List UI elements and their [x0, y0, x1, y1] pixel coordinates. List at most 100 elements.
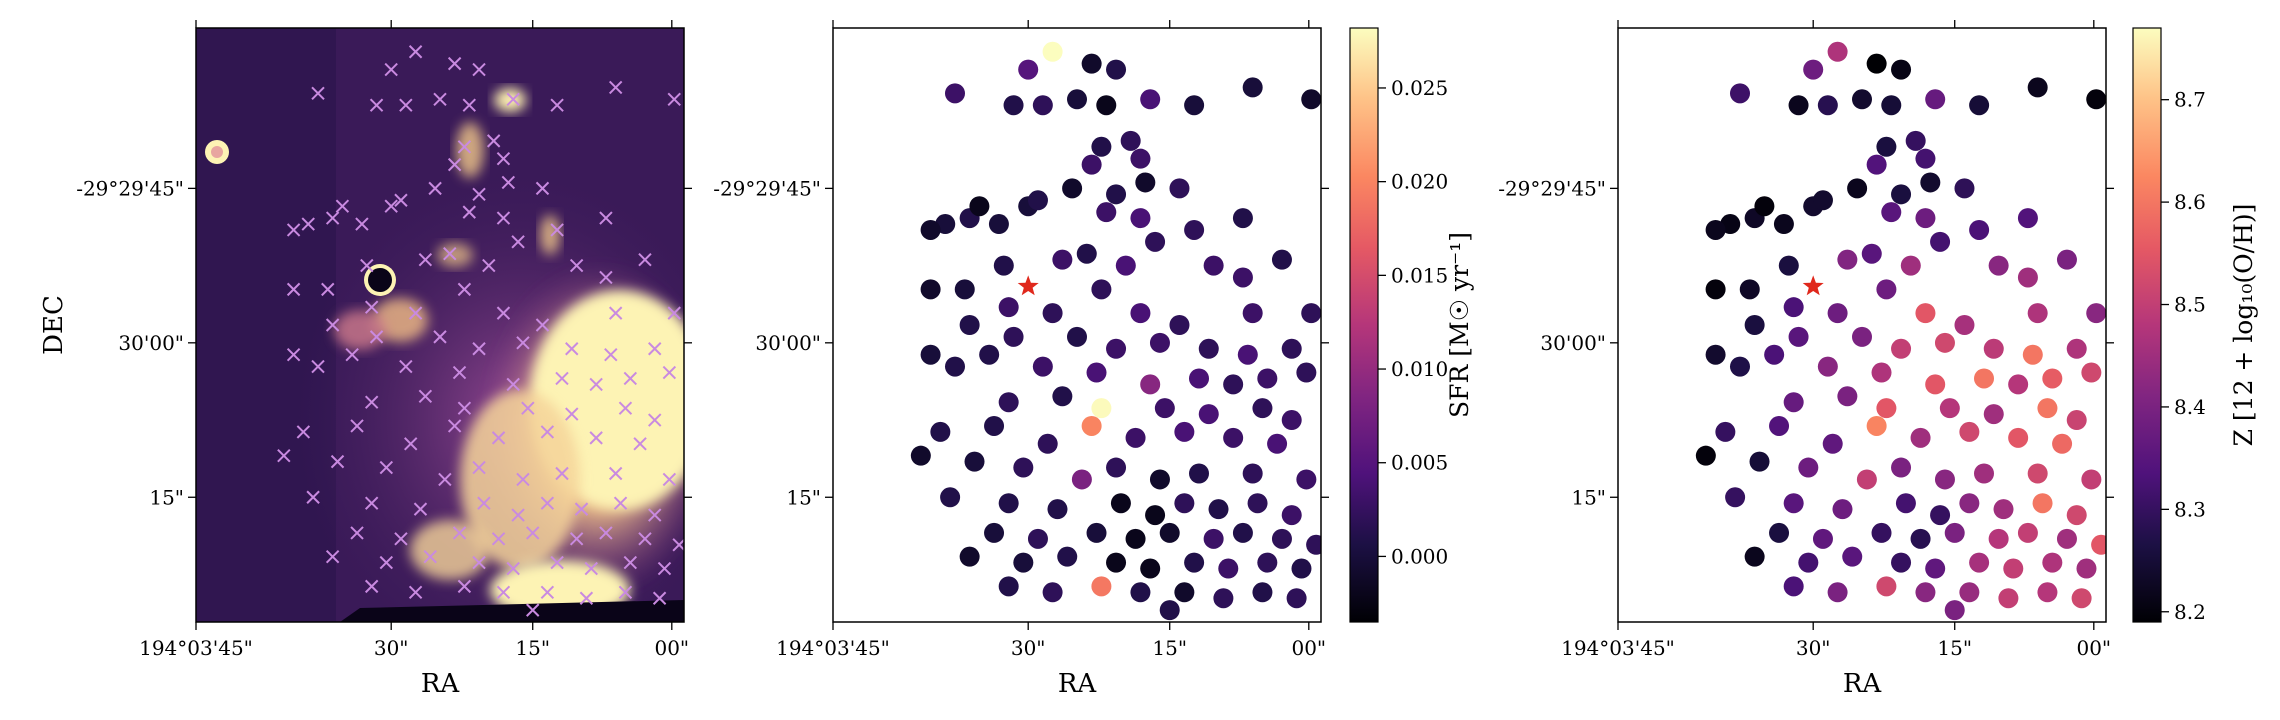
- region-cross: [535, 181, 550, 196]
- region-cross: [321, 282, 335, 297]
- sfr-region: [1189, 463, 1209, 484]
- region-cross: [555, 466, 569, 481]
- metallicity-region: [1974, 368, 1994, 389]
- metallicity-region: [2066, 410, 2087, 431]
- region-cross: [506, 92, 520, 106]
- sfr-region: [1296, 469, 1317, 490]
- sfr-region: [1052, 386, 1073, 407]
- metallicity-region: [2066, 338, 2087, 359]
- metallicity-region: [1705, 219, 1726, 240]
- metallicity-region: [1827, 303, 1848, 324]
- region-cross: [408, 45, 423, 59]
- metallicity-region: [2042, 368, 2063, 389]
- region-cross: [311, 359, 325, 374]
- metallicity-map: [1618, 28, 2106, 622]
- region-cross: [535, 318, 550, 332]
- metallicity-region: [1783, 297, 1804, 318]
- sfr-region: [1154, 398, 1175, 419]
- region-cross: [335, 199, 350, 213]
- sfr-region: [920, 279, 941, 300]
- metallicity-region: [2037, 582, 2058, 603]
- region-cross: [350, 419, 364, 433]
- metallicity-region: [1739, 279, 1760, 300]
- sfr-region: [1198, 404, 1219, 425]
- sfr-region: [1106, 552, 1127, 573]
- region-cross: [667, 92, 681, 106]
- sfr-region: [1184, 219, 1205, 240]
- sfr-region: [1271, 249, 1292, 270]
- sfr-region: [1062, 178, 1083, 199]
- sfr-region: [1169, 315, 1190, 335]
- metallicity-region: [1983, 404, 2004, 425]
- region-cross: [511, 235, 525, 249]
- sfr-region: [1232, 267, 1253, 288]
- metallicity-region: [1959, 493, 1980, 514]
- region-cross: [604, 347, 618, 362]
- sfr-region: [1223, 374, 1244, 395]
- sfr-region: [1135, 172, 1156, 193]
- sfr-region: [964, 451, 985, 472]
- region-cross: [394, 193, 408, 207]
- metallicity-region: [1866, 154, 1887, 175]
- sfr-region: [1281, 410, 1302, 431]
- metallicity-region: [1944, 522, 1965, 543]
- metallicity-region: [1871, 522, 1892, 543]
- region-cross: [550, 223, 564, 237]
- sfr-ticks: 194°03'45" 30" 15" 00" -29°29'45" 30'00" 15": [713, 20, 1329, 660]
- metallicity-region: [1920, 172, 1941, 193]
- sfr-region: [1189, 368, 1209, 389]
- metallicity-region: [2008, 427, 2029, 448]
- region-cross: [408, 585, 423, 600]
- metallicity-region: [1817, 356, 1838, 377]
- metallicity-region: [1827, 41, 1848, 62]
- sfr-region: [1081, 53, 1102, 74]
- metallicity-region: [1852, 326, 1872, 347]
- metallicity-region: [1969, 95, 1990, 116]
- image-frame: [195, 27, 685, 623]
- region-cross: [364, 496, 379, 510]
- panel-image: 194°03'45" 30" 15" 00" -29°29'45" 30'00" 15": [76, 20, 692, 660]
- sfr-region: [1032, 356, 1053, 377]
- sfr-region: [988, 214, 1009, 235]
- metallicity-region: [1959, 421, 1980, 442]
- colorbar-tick-label: 8.2: [2174, 600, 2206, 624]
- sfr-region: [1140, 558, 1161, 579]
- region-cross: [672, 538, 684, 552]
- region-cross: [555, 371, 569, 386]
- y-tick-label: -29°29'45": [1498, 176, 1606, 200]
- region-cross: [364, 579, 379, 594]
- region-cross: [399, 98, 413, 112]
- sfr-region: [1291, 558, 1312, 579]
- region-cross: [457, 579, 472, 594]
- region-cross: [584, 561, 598, 576]
- metallicity-region: [1749, 451, 1770, 472]
- colorbar-tick-label: 0.000: [1391, 544, 1448, 568]
- metallicity-region: [1905, 130, 1926, 151]
- metallicity-region: [2027, 303, 2048, 324]
- sfr-region: [1242, 77, 1263, 98]
- sfr-region: [1213, 588, 1234, 609]
- sfr-region: [1159, 600, 1180, 621]
- sfr-region: [1130, 303, 1151, 324]
- sfr-region: [1242, 303, 1263, 324]
- region-cross: [623, 371, 638, 386]
- sfr-region: [1120, 130, 1141, 151]
- sfr-region: [1032, 95, 1053, 116]
- metallicity-region: [1891, 457, 1912, 478]
- metallicity-region: [1769, 415, 1790, 436]
- region-cross: [648, 508, 662, 522]
- metallicity-colorbar-ticks: 8.2 8.3 8.4 8.5 8.6 8.7: [2161, 88, 2206, 624]
- x-tick-label: 00": [2076, 636, 2111, 660]
- region-cross: [423, 549, 437, 564]
- sfr-region: [930, 421, 951, 442]
- image-knot-5: [540, 215, 560, 255]
- metallicity-region: [2081, 362, 2102, 383]
- region-cross: [379, 460, 394, 475]
- sfr-colorbar: [1349, 27, 1379, 623]
- reference-star-marker: [1017, 275, 1039, 296]
- metallicity-region: [1891, 184, 1912, 205]
- region-cross: [472, 555, 486, 570]
- sfr-region: [998, 297, 1019, 318]
- metallicity-region: [1847, 178, 1868, 199]
- sfr-region: [1306, 534, 1321, 555]
